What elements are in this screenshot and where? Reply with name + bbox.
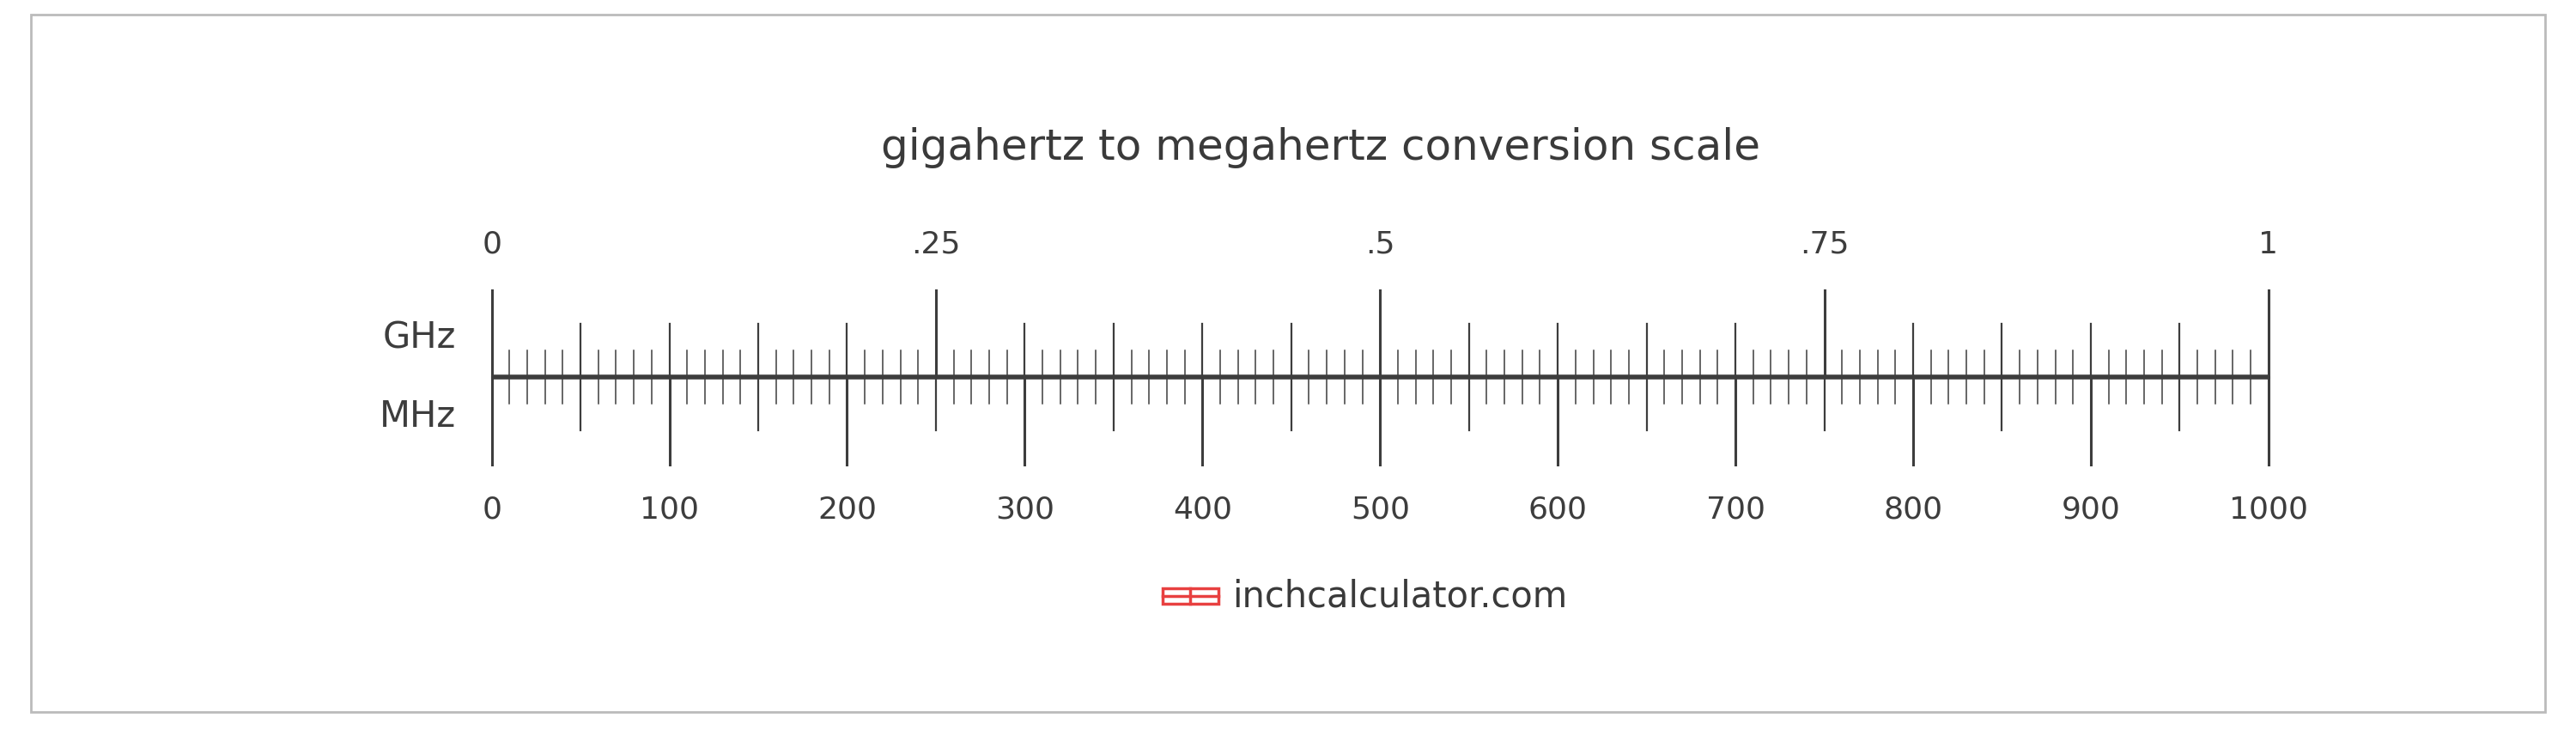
Text: MHz: MHz — [379, 399, 456, 434]
Text: 1: 1 — [2259, 230, 2277, 259]
Text: 200: 200 — [817, 495, 876, 524]
Text: 800: 800 — [1883, 495, 1942, 524]
Text: 600: 600 — [1528, 495, 1587, 524]
Text: GHz: GHz — [381, 320, 456, 356]
Text: 0: 0 — [482, 230, 502, 259]
Text: .5: .5 — [1365, 230, 1396, 259]
Text: gigahertz to megahertz conversion scale: gigahertz to megahertz conversion scale — [881, 127, 1759, 168]
Text: 700: 700 — [1705, 495, 1765, 524]
Text: 1000: 1000 — [2228, 495, 2308, 524]
Bar — [1162, 588, 1218, 604]
Text: 300: 300 — [994, 495, 1054, 524]
Text: 0: 0 — [482, 495, 502, 524]
Text: 900: 900 — [2061, 495, 2120, 524]
Text: .25: .25 — [912, 230, 961, 259]
Text: 500: 500 — [1350, 495, 1409, 524]
Text: 100: 100 — [639, 495, 698, 524]
Text: inchcalculator.com: inchcalculator.com — [1231, 578, 1566, 615]
Text: 400: 400 — [1172, 495, 1231, 524]
Text: .75: .75 — [1801, 230, 1850, 259]
